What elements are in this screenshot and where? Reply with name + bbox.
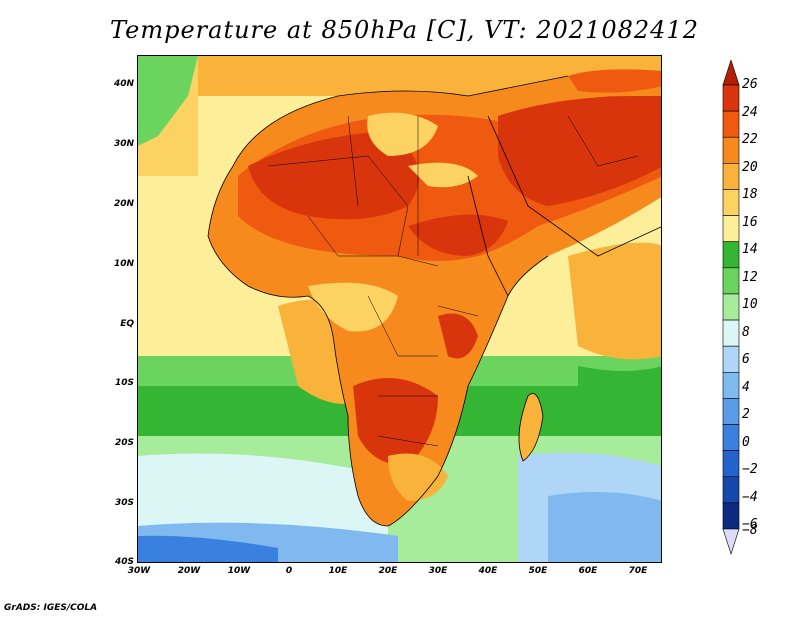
madagascar [519,393,543,461]
colorbar-cell-minus8 [722,502,740,530]
lon-tick-20e: 20E [378,566,398,576]
east-africa-hot [438,313,478,359]
lon-tick-30e: 30E [428,566,448,576]
colorbar-cell-10 [722,267,740,295]
lat-tick-20s: 20S [114,438,134,448]
colorbar-cells [722,84,740,530]
colorbar-cell-minus2 [722,424,740,451]
west-sahara-core [248,131,420,220]
lon-tick-40e: 40E [478,566,498,576]
colorbar-label-minus6: −6 [742,517,758,532]
lon-tick-10w: 10W [227,566,251,576]
colorbar-cell-20 [722,136,740,164]
lat-tick-10s: 10S [114,378,134,388]
map-canvas [138,56,661,562]
colorbar-label-minus2: −2 [742,462,758,477]
colorbar-label-20: 20 [742,160,758,175]
sudan-core [408,214,508,256]
colorbar-label-22: 22 [742,132,758,147]
colorbar-label-10: 10 [742,297,758,312]
lon-tick-60e: 60E [578,566,598,576]
atlantic-cool-patch [138,56,198,146]
colorbar-cell-minus6 [722,476,740,504]
colorbar-label-minus4: −4 [742,490,758,505]
grads-credit: GrADS: IGES/COLA [4,603,98,613]
lon-tick-30w: 30W [127,566,151,576]
indian-ocean-green [578,366,661,436]
colorbar-over-triangle [722,60,740,86]
colorbar-label-8: 8 [742,325,750,340]
arabia-core [498,96,661,206]
lon-tick-50e: 50E [528,566,548,576]
colorbar-label-24: 24 [742,105,758,120]
lon-tick-0: 0 [285,566,293,576]
colorbar-label-18: 18 [742,187,758,202]
lon-tick-10e: 10E [328,566,348,576]
colorbar-cell-14 [722,215,740,243]
lat-tick-30n: 30N [113,139,134,149]
colorbar-label-26: 26 [742,77,758,92]
colorbar-cell-minus4 [722,450,740,478]
lon-tick-20w: 20W [177,566,201,576]
indian-ocean-warm [568,242,661,360]
central-africa-mild [308,282,398,332]
lat-tick-20n: 20N [113,199,134,209]
colorbar-cell-12 [722,241,740,269]
colorbar [722,60,740,555]
colorbar-cell-16 [722,189,740,216]
colorbar-cell-22 [722,110,740,138]
colorbar-cell-24 [722,84,740,112]
south-indian-colder [548,492,661,562]
country-borders [267,115,639,447]
libya-cooler-patch [367,112,438,156]
lon-tick-70e: 70E [628,566,648,576]
colorbar-label-0: 0 [742,435,750,450]
lat-tick-eq: EQ [120,319,134,329]
colorbar-cell-2 [722,371,740,399]
colorbar-label-14: 14 [742,242,758,257]
colorbar-label-minus8: −8 [742,523,758,538]
lat-tick-40s: 40S [114,557,134,567]
map-title: Temperature at 850hPa [C], VT: 202108241… [110,16,699,44]
colorbar-label-12: 12 [742,270,758,285]
temperature-map[interactable] [137,55,662,563]
colorbar-label-2: 2 [742,407,750,422]
lat-tick-10n: 10N [113,259,134,269]
middle-east-north [568,69,661,93]
colorbar-cell-0 [722,398,740,425]
colorbar-cell-6 [722,319,740,347]
colorbar-label-16: 16 [742,215,758,230]
colorbar-label-4: 4 [742,380,750,395]
south-africa-mild [388,453,448,501]
colorbar-under-triangle [722,528,740,555]
colorbar-label-6: 6 [742,352,750,367]
egypt-cooler-patch [408,162,478,188]
colorbar-cell-4 [722,345,740,373]
coastlines [207,75,661,527]
southern-ocean-coldest [138,535,278,562]
colorbar-cell-8 [722,293,740,321]
colorbar-cell-18 [722,163,740,190]
lat-tick-30s: 30S [114,498,134,508]
lat-tick-40n: 40N [113,79,134,89]
southern-africa-hot [353,378,438,466]
